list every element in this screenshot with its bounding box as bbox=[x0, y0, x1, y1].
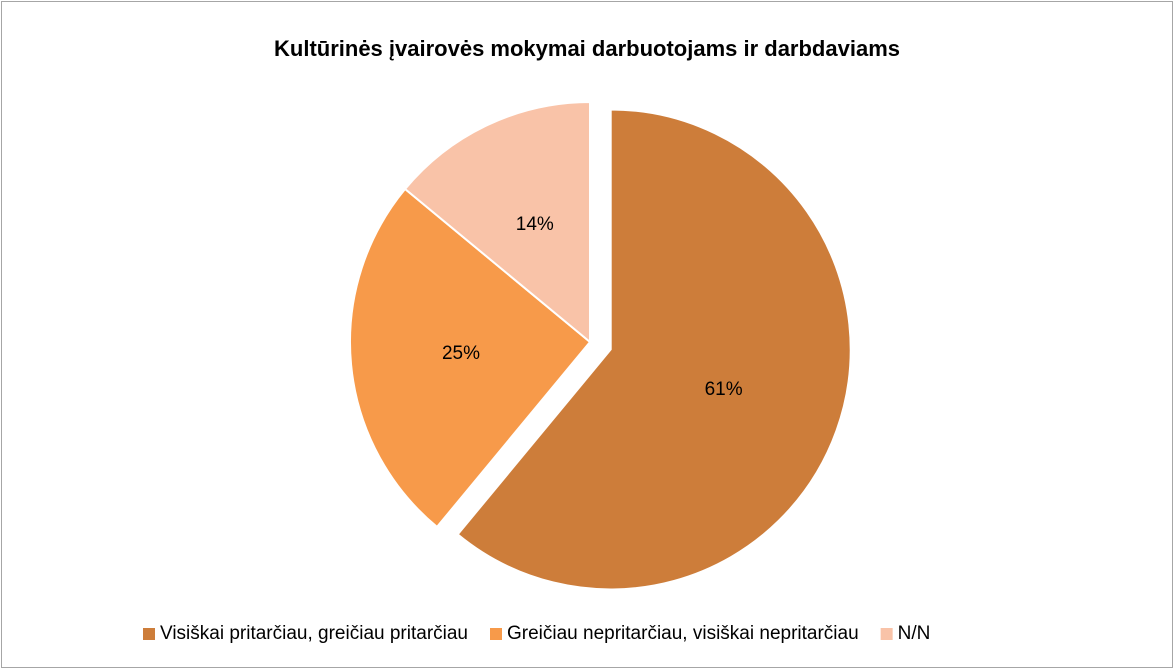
data-label: 14% bbox=[516, 214, 554, 235]
pie-slice bbox=[403, 100, 591, 345]
legend-swatch bbox=[143, 628, 155, 640]
legend-label: N/N bbox=[898, 623, 931, 644]
pie-slice bbox=[349, 187, 592, 529]
legend-swatch bbox=[490, 628, 502, 640]
data-label: 25% bbox=[442, 343, 480, 364]
legend-label: Visiškai pritarčiau, greičiau pritarčiau bbox=[160, 623, 468, 644]
pie-slice bbox=[456, 108, 852, 591]
data-label: 61% bbox=[705, 379, 743, 400]
legend-swatch bbox=[880, 628, 893, 640]
legend-label: Greičiau nepritarčiau, visiškai nepritar… bbox=[507, 623, 859, 644]
chart-title: Kultūrinės įvairovės mokymai darbuotojam… bbox=[274, 36, 900, 61]
